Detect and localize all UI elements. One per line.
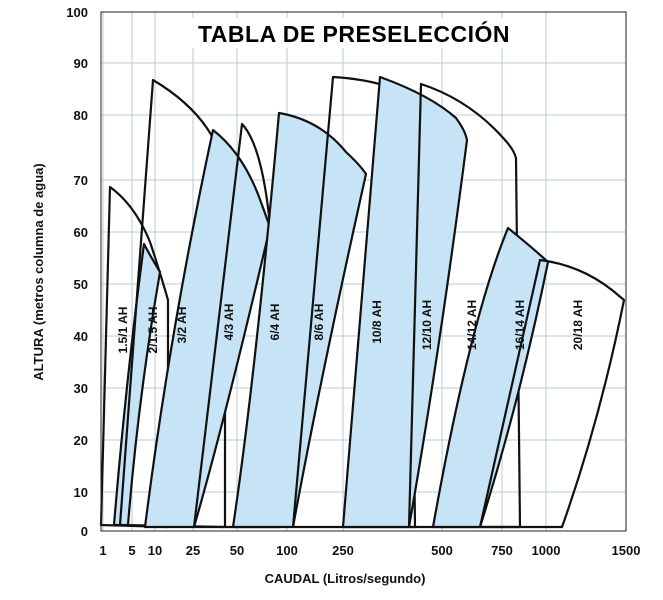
x-tick-labels: 1 5 10 25 50 100 250 500 750 1000 1500 (99, 543, 640, 558)
zone-10 (431, 226, 550, 529)
y-tick-label: 40 (74, 329, 88, 344)
plot-frame (100, 11, 627, 532)
zone-6 (231, 111, 368, 529)
zones (99, 75, 626, 529)
zone-9 (407, 82, 522, 529)
y-axis-title: ALTURA (metros columna de agua) (31, 163, 46, 380)
zone-label: 3/2 AH (175, 307, 189, 344)
y-tick-label: 80 (74, 108, 88, 123)
y-tick-label: 100 (66, 5, 88, 20)
zone-label: 20/18 AH (571, 300, 585, 350)
x-tick-label: 1000 (532, 543, 561, 558)
x-axis-title: CAUDAL (Litros/segundo) (265, 571, 426, 586)
zone-label: 8/6 AH (312, 304, 326, 341)
zone-1 (99, 185, 170, 529)
zone-label: 2/1.5 AH (146, 307, 160, 354)
x-tick-label: 25 (186, 543, 200, 558)
zone-label: 16/14 AH (513, 300, 527, 350)
zone-11 (478, 258, 626, 529)
x-tick-label: 250 (332, 543, 354, 558)
y-tick-label: 0 (81, 524, 88, 539)
y-tick-labels: 0 10 20 30 40 50 60 70 80 90 100 (66, 5, 88, 539)
x-tick-label: 50 (230, 543, 244, 558)
y-tick-label: 10 (74, 485, 88, 500)
zone-labels: 1.5/1 AH 2/1.5 AH 3/2 AH 4/3 AH 6/4 AH 8/6 AH… (116, 300, 585, 354)
x-tick-label: 100 (276, 543, 298, 558)
zone-label: 1.5/1 AH (116, 307, 130, 354)
x-tick-label: 5 (128, 543, 135, 558)
y-tick-label: 50 (74, 277, 88, 292)
y-tick-label: 90 (74, 56, 88, 71)
x-tick-label: 10 (148, 543, 162, 558)
y-tick-label: 60 (74, 225, 88, 240)
y-tick-label: 70 (74, 173, 88, 188)
title-backdrop (183, 18, 527, 48)
zone-label: 6/4 AH (268, 304, 282, 341)
x-tick-label: 1500 (612, 543, 641, 558)
x-tick-label: 750 (491, 543, 513, 558)
zone-label: 12/10 AH (420, 300, 434, 350)
chart-title: TABLA DE PRESELECCIÓN (198, 20, 510, 47)
y-tick-label: 20 (74, 433, 88, 448)
zone-8 (341, 75, 469, 529)
zone-label: 4/3 AH (222, 304, 236, 341)
y-tick-label: 30 (74, 381, 88, 396)
x-tick-label: 500 (431, 543, 453, 558)
zone-label: 10/8 AH (370, 300, 384, 344)
x-tick-label: 1 (99, 543, 106, 558)
zone-label: 14/12 AH (465, 300, 479, 350)
